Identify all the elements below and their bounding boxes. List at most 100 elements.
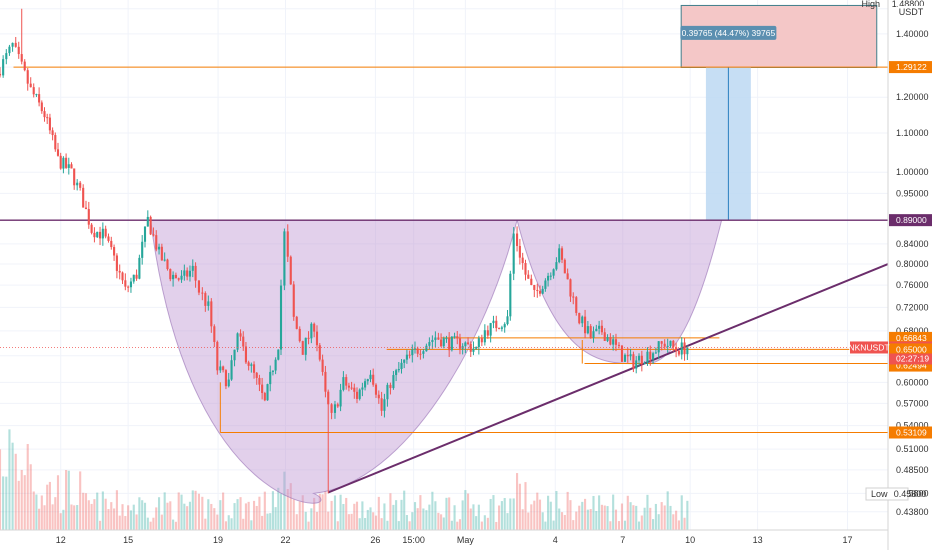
- candle-body: [188, 270, 192, 277]
- candle-body: [544, 280, 547, 289]
- price-tick-label[interactable]: 0.43800: [896, 507, 929, 517]
- candle-body: [330, 404, 333, 413]
- price-tick-label[interactable]: 0.57000: [896, 398, 929, 408]
- volume-bar: [93, 499, 96, 530]
- volume-bar: [422, 508, 425, 530]
- candle-body: [395, 370, 398, 376]
- volume-bar: [632, 505, 635, 530]
- volume-bar: [0, 449, 2, 530]
- candle-body: [380, 398, 383, 411]
- measure-tag: [680, 25, 777, 40]
- candle-body: [609, 337, 612, 345]
- currency-label: USDT: [899, 7, 924, 17]
- candle-body: [632, 354, 635, 369]
- candle-body: [442, 338, 445, 347]
- candle-body: [155, 235, 158, 250]
- volume-bar: [521, 509, 524, 530]
- price-tick-label[interactable]: 1.40000: [896, 29, 929, 39]
- price-tick-label[interactable]: 0.76000: [896, 280, 929, 290]
- volume-bar: [416, 508, 419, 530]
- volume-bar: [666, 491, 669, 530]
- candle-body: [252, 364, 256, 373]
- candle-body: [166, 259, 169, 270]
- volume-bar: [347, 514, 350, 530]
- drawings-layer[interactable]: [0, 4, 888, 504]
- volume-bar: [541, 512, 544, 530]
- volume-bar: [283, 471, 286, 530]
- volume-bar: [483, 515, 486, 530]
- volume-bar: [353, 503, 356, 530]
- candle-body: [572, 296, 575, 298]
- volume-bar: [442, 517, 445, 530]
- rising-trendline[interactable]: [327, 263, 888, 494]
- overlay-layer[interactable]: 0.39765 (44.47%) 39765: [0, 25, 888, 348]
- measure-text: 0.39765 (44.47%) 39765: [682, 28, 776, 38]
- time-tick-label[interactable]: 12: [56, 535, 66, 545]
- volume-bar: [509, 498, 512, 530]
- candle-body: [84, 207, 88, 210]
- candle-body: [327, 391, 330, 405]
- time-tick-label[interactable]: 17: [843, 535, 853, 545]
- candle-body: [669, 340, 672, 346]
- price-tick-label[interactable]: 0.60000: [896, 377, 929, 387]
- volume-bar: [518, 483, 521, 530]
- price-tick-label[interactable]: 0.80000: [896, 259, 929, 269]
- time-tick-label[interactable]: 26: [370, 535, 380, 545]
- price-tag-label: 0.65000: [896, 344, 927, 354]
- volume-bar: [458, 519, 462, 530]
- volume-bar: [489, 498, 492, 530]
- price-tick-label[interactable]: 0.48500: [896, 465, 929, 475]
- candle-body: [271, 370, 274, 372]
- candle-body: [646, 351, 649, 363]
- candle-body: [298, 328, 301, 342]
- time-tick-label[interactable]: 19: [213, 535, 223, 545]
- price-tick-label[interactable]: 1.00000: [896, 167, 929, 177]
- candle-body: [480, 338, 483, 343]
- candle-body: [107, 236, 110, 241]
- candle-body: [492, 320, 495, 324]
- candle-body: [408, 354, 411, 356]
- volume-bar: [386, 520, 389, 530]
- time-tick-label[interactable]: 13: [753, 535, 763, 545]
- time-tick-label[interactable]: 15:00: [402, 535, 425, 545]
- volume-bar: [552, 520, 555, 530]
- candle-body: [489, 323, 492, 336]
- price-tick-label[interactable]: 0.95000: [896, 188, 929, 198]
- time-tick-label[interactable]: 10: [685, 535, 695, 545]
- price-tick-label[interactable]: 0.45800: [896, 488, 929, 498]
- time-tick-label[interactable]: May: [457, 535, 475, 545]
- price-tag: [889, 331, 932, 344]
- time-tick-label[interactable]: 7: [620, 535, 625, 545]
- volume-bar: [589, 509, 592, 530]
- time-tick-label[interactable]: 22: [281, 535, 291, 545]
- volume-bar: [606, 506, 609, 530]
- volume-bar: [383, 503, 386, 530]
- candle-body: [73, 168, 76, 186]
- volume-bar: [598, 495, 601, 530]
- volume-bar: [129, 510, 133, 530]
- candle-body: [495, 320, 498, 329]
- volume-bar: [392, 504, 395, 530]
- volume-bar: [380, 518, 383, 530]
- volume-bar: [261, 515, 264, 530]
- time-tick-label[interactable]: 4: [553, 535, 558, 545]
- candle-body: [666, 345, 669, 347]
- volume-bar: [224, 521, 227, 530]
- time-axis[interactable]: 12 15 19 22 26 15:00 May 4 7 10 13 17: [56, 535, 853, 545]
- price-tick-label[interactable]: 0.84000: [896, 239, 929, 249]
- price-tick-label[interactable]: 1.20000: [896, 92, 929, 102]
- price-tick-label[interactable]: 0.54000: [896, 421, 929, 431]
- volume-bar: [397, 521, 400, 530]
- candle-body: [595, 328, 598, 332]
- volume-bar: [191, 490, 194, 530]
- volume-bar: [207, 499, 210, 530]
- candle-body: [575, 297, 578, 313]
- time-tick-label[interactable]: 15: [123, 535, 133, 545]
- price-tick-label[interactable]: 0.72000: [896, 302, 929, 312]
- candle-body: [96, 231, 99, 238]
- volume-bar: [358, 518, 361, 530]
- price-tick-label[interactable]: 0.68000: [896, 326, 929, 336]
- price-tick-label[interactable]: 1.10000: [896, 128, 929, 138]
- price-tick-label[interactable]: 0.51000: [896, 444, 929, 454]
